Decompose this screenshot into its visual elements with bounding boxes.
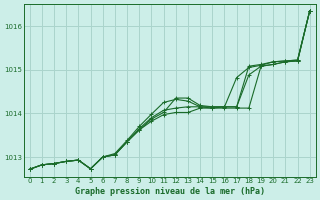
X-axis label: Graphe pression niveau de la mer (hPa): Graphe pression niveau de la mer (hPa) [75,187,265,196]
